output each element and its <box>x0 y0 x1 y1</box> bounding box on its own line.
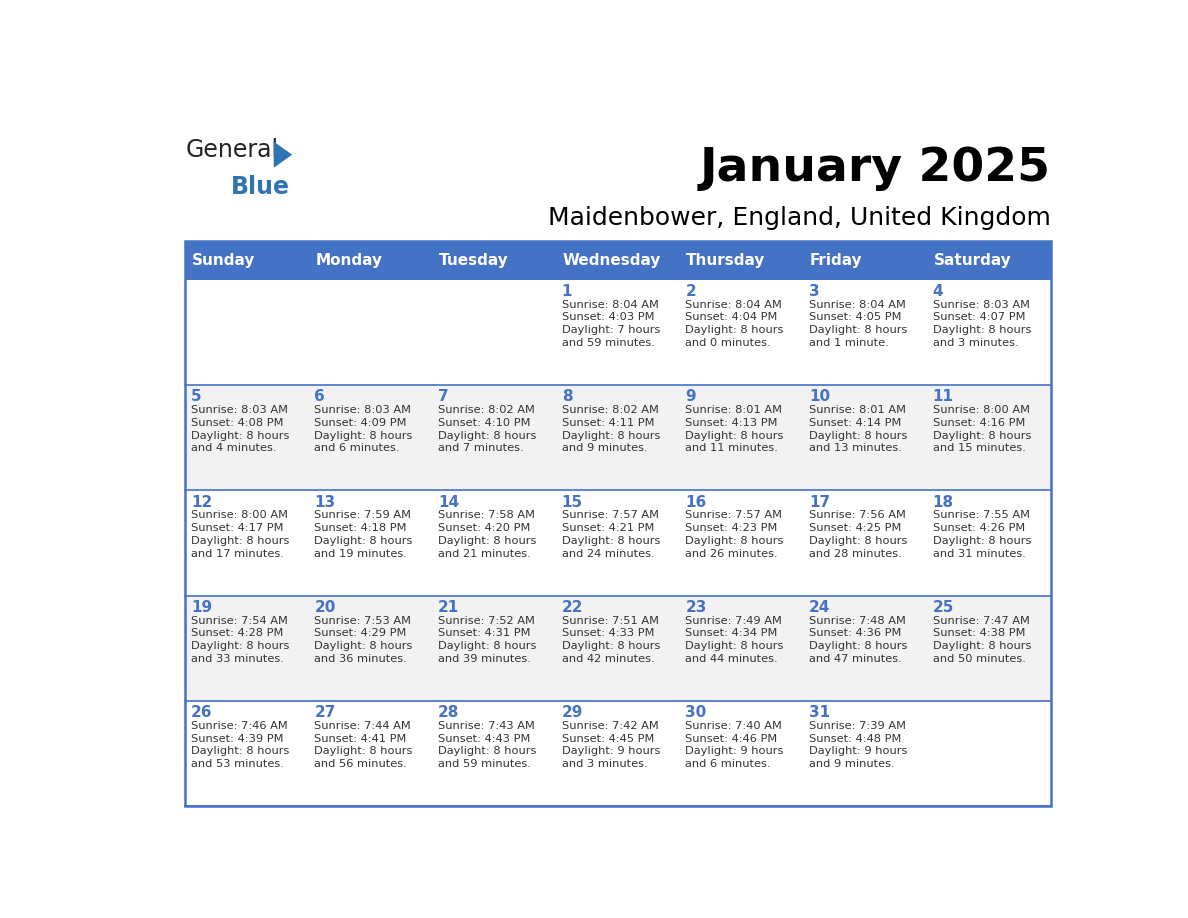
Text: Sunrise: 8:02 AM
Sunset: 4:11 PM
Daylight: 8 hours
and 9 minutes.: Sunrise: 8:02 AM Sunset: 4:11 PM Dayligh… <box>562 405 661 453</box>
Text: Sunrise: 8:03 AM
Sunset: 4:07 PM
Daylight: 8 hours
and 3 minutes.: Sunrise: 8:03 AM Sunset: 4:07 PM Dayligh… <box>933 299 1031 348</box>
FancyBboxPatch shape <box>185 701 1051 806</box>
Text: 25: 25 <box>933 600 954 615</box>
Text: 22: 22 <box>562 600 583 615</box>
Text: Sunrise: 8:01 AM
Sunset: 4:14 PM
Daylight: 8 hours
and 13 minutes.: Sunrise: 8:01 AM Sunset: 4:14 PM Dayligh… <box>809 405 908 453</box>
Text: Sunrise: 8:03 AM
Sunset: 4:09 PM
Daylight: 8 hours
and 6 minutes.: Sunrise: 8:03 AM Sunset: 4:09 PM Dayligh… <box>315 405 413 453</box>
Text: 19: 19 <box>191 600 211 615</box>
Text: Sunrise: 7:51 AM
Sunset: 4:33 PM
Daylight: 8 hours
and 42 minutes.: Sunrise: 7:51 AM Sunset: 4:33 PM Dayligh… <box>562 616 661 664</box>
Text: Sunrise: 8:04 AM
Sunset: 4:03 PM
Daylight: 7 hours
and 59 minutes.: Sunrise: 8:04 AM Sunset: 4:03 PM Dayligh… <box>562 299 661 348</box>
Text: 24: 24 <box>809 600 830 615</box>
Text: 12: 12 <box>191 495 213 509</box>
Text: 23: 23 <box>685 600 707 615</box>
Text: Sunrise: 7:59 AM
Sunset: 4:18 PM
Daylight: 8 hours
and 19 minutes.: Sunrise: 7:59 AM Sunset: 4:18 PM Dayligh… <box>315 510 413 559</box>
Text: Sunrise: 7:39 AM
Sunset: 4:48 PM
Daylight: 9 hours
and 9 minutes.: Sunrise: 7:39 AM Sunset: 4:48 PM Dayligh… <box>809 721 908 769</box>
Text: 2: 2 <box>685 284 696 299</box>
Text: Sunday: Sunday <box>191 252 255 268</box>
Text: 8: 8 <box>562 389 573 404</box>
FancyBboxPatch shape <box>185 241 1051 280</box>
Text: Sunrise: 7:58 AM
Sunset: 4:20 PM
Daylight: 8 hours
and 21 minutes.: Sunrise: 7:58 AM Sunset: 4:20 PM Dayligh… <box>438 510 537 559</box>
Text: Sunrise: 7:44 AM
Sunset: 4:41 PM
Daylight: 8 hours
and 56 minutes.: Sunrise: 7:44 AM Sunset: 4:41 PM Dayligh… <box>315 721 413 769</box>
FancyBboxPatch shape <box>185 386 1051 490</box>
Text: Sunrise: 7:54 AM
Sunset: 4:28 PM
Daylight: 8 hours
and 33 minutes.: Sunrise: 7:54 AM Sunset: 4:28 PM Dayligh… <box>191 616 289 664</box>
Text: Sunrise: 8:00 AM
Sunset: 4:17 PM
Daylight: 8 hours
and 17 minutes.: Sunrise: 8:00 AM Sunset: 4:17 PM Dayligh… <box>191 510 289 559</box>
Text: 11: 11 <box>933 389 954 404</box>
Text: Sunrise: 7:40 AM
Sunset: 4:46 PM
Daylight: 9 hours
and 6 minutes.: Sunrise: 7:40 AM Sunset: 4:46 PM Dayligh… <box>685 721 784 769</box>
Text: Sunrise: 7:46 AM
Sunset: 4:39 PM
Daylight: 8 hours
and 53 minutes.: Sunrise: 7:46 AM Sunset: 4:39 PM Dayligh… <box>191 721 289 769</box>
Text: Sunrise: 7:49 AM
Sunset: 4:34 PM
Daylight: 8 hours
and 44 minutes.: Sunrise: 7:49 AM Sunset: 4:34 PM Dayligh… <box>685 616 784 664</box>
Text: 27: 27 <box>315 705 336 721</box>
Text: 21: 21 <box>438 600 460 615</box>
Text: Saturday: Saturday <box>934 252 1011 268</box>
Text: 29: 29 <box>562 705 583 721</box>
Text: 14: 14 <box>438 495 460 509</box>
Text: 30: 30 <box>685 705 707 721</box>
FancyBboxPatch shape <box>185 490 1051 596</box>
Text: Thursday: Thursday <box>687 252 766 268</box>
FancyBboxPatch shape <box>185 596 1051 701</box>
Text: 20: 20 <box>315 600 336 615</box>
Text: 7: 7 <box>438 389 449 404</box>
FancyBboxPatch shape <box>185 280 1051 386</box>
Text: 15: 15 <box>562 495 583 509</box>
Text: 31: 31 <box>809 705 830 721</box>
Text: 1: 1 <box>562 284 573 299</box>
Text: 17: 17 <box>809 495 830 509</box>
Text: Sunrise: 8:00 AM
Sunset: 4:16 PM
Daylight: 8 hours
and 15 minutes.: Sunrise: 8:00 AM Sunset: 4:16 PM Dayligh… <box>933 405 1031 453</box>
Text: 9: 9 <box>685 389 696 404</box>
Text: Tuesday: Tuesday <box>440 252 508 268</box>
Text: 26: 26 <box>191 705 213 721</box>
Text: Sunrise: 8:04 AM
Sunset: 4:05 PM
Daylight: 8 hours
and 1 minute.: Sunrise: 8:04 AM Sunset: 4:05 PM Dayligh… <box>809 299 908 348</box>
Text: Sunrise: 7:42 AM
Sunset: 4:45 PM
Daylight: 9 hours
and 3 minutes.: Sunrise: 7:42 AM Sunset: 4:45 PM Dayligh… <box>562 721 661 769</box>
Text: Sunrise: 7:57 AM
Sunset: 4:21 PM
Daylight: 8 hours
and 24 minutes.: Sunrise: 7:57 AM Sunset: 4:21 PM Dayligh… <box>562 510 661 559</box>
Text: Blue: Blue <box>232 175 290 199</box>
Text: Sunrise: 8:04 AM
Sunset: 4:04 PM
Daylight: 8 hours
and 0 minutes.: Sunrise: 8:04 AM Sunset: 4:04 PM Dayligh… <box>685 299 784 348</box>
Text: General: General <box>185 139 278 162</box>
Text: Monday: Monday <box>315 252 383 268</box>
Text: Sunrise: 7:56 AM
Sunset: 4:25 PM
Daylight: 8 hours
and 28 minutes.: Sunrise: 7:56 AM Sunset: 4:25 PM Dayligh… <box>809 510 908 559</box>
Text: Friday: Friday <box>810 252 862 268</box>
Polygon shape <box>273 141 292 168</box>
Text: 13: 13 <box>315 495 336 509</box>
Text: 16: 16 <box>685 495 707 509</box>
Text: Sunrise: 7:52 AM
Sunset: 4:31 PM
Daylight: 8 hours
and 39 minutes.: Sunrise: 7:52 AM Sunset: 4:31 PM Dayligh… <box>438 616 537 664</box>
Text: Sunrise: 8:02 AM
Sunset: 4:10 PM
Daylight: 8 hours
and 7 minutes.: Sunrise: 8:02 AM Sunset: 4:10 PM Dayligh… <box>438 405 537 453</box>
Text: Sunrise: 7:55 AM
Sunset: 4:26 PM
Daylight: 8 hours
and 31 minutes.: Sunrise: 7:55 AM Sunset: 4:26 PM Dayligh… <box>933 510 1031 559</box>
Text: 18: 18 <box>933 495 954 509</box>
Text: 5: 5 <box>191 389 202 404</box>
Text: January 2025: January 2025 <box>700 145 1051 191</box>
Text: Sunrise: 7:47 AM
Sunset: 4:38 PM
Daylight: 8 hours
and 50 minutes.: Sunrise: 7:47 AM Sunset: 4:38 PM Dayligh… <box>933 616 1031 664</box>
Text: Sunrise: 7:53 AM
Sunset: 4:29 PM
Daylight: 8 hours
and 36 minutes.: Sunrise: 7:53 AM Sunset: 4:29 PM Dayligh… <box>315 616 413 664</box>
Text: 6: 6 <box>315 389 326 404</box>
Text: Sunrise: 7:48 AM
Sunset: 4:36 PM
Daylight: 8 hours
and 47 minutes.: Sunrise: 7:48 AM Sunset: 4:36 PM Dayligh… <box>809 616 908 664</box>
Text: 28: 28 <box>438 705 460 721</box>
Text: Wednesday: Wednesday <box>563 252 661 268</box>
Text: 3: 3 <box>809 284 820 299</box>
Text: Sunrise: 7:43 AM
Sunset: 4:43 PM
Daylight: 8 hours
and 59 minutes.: Sunrise: 7:43 AM Sunset: 4:43 PM Dayligh… <box>438 721 537 769</box>
Text: 10: 10 <box>809 389 830 404</box>
Text: Sunrise: 7:57 AM
Sunset: 4:23 PM
Daylight: 8 hours
and 26 minutes.: Sunrise: 7:57 AM Sunset: 4:23 PM Dayligh… <box>685 510 784 559</box>
Text: Sunrise: 8:03 AM
Sunset: 4:08 PM
Daylight: 8 hours
and 4 minutes.: Sunrise: 8:03 AM Sunset: 4:08 PM Dayligh… <box>191 405 289 453</box>
Text: 4: 4 <box>933 284 943 299</box>
Text: Sunrise: 8:01 AM
Sunset: 4:13 PM
Daylight: 8 hours
and 11 minutes.: Sunrise: 8:01 AM Sunset: 4:13 PM Dayligh… <box>685 405 784 453</box>
Text: Maidenbower, England, United Kingdom: Maidenbower, England, United Kingdom <box>548 206 1051 230</box>
